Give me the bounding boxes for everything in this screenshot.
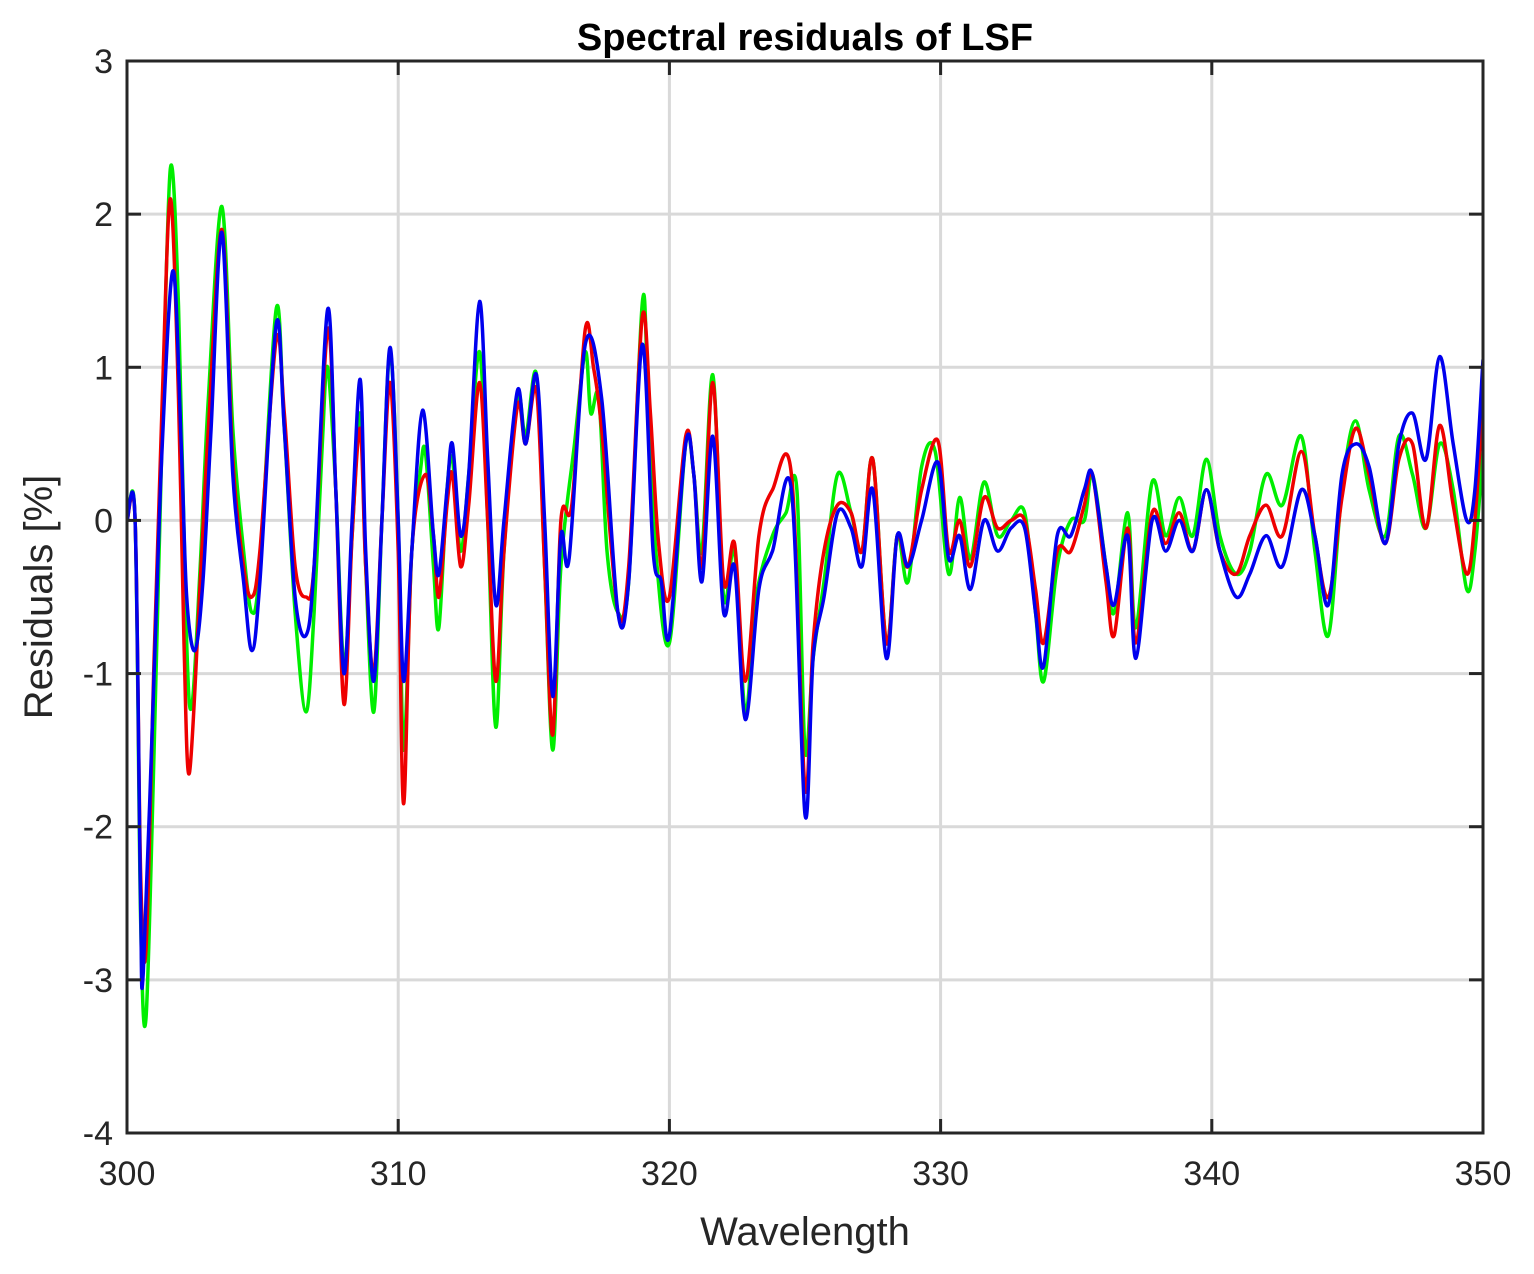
y-tick-label: 2 (94, 196, 113, 234)
plot-area (127, 61, 1483, 1133)
y-tick-label: -3 (83, 962, 113, 1000)
series-line-3 (127, 230, 1483, 991)
y-tick-label: 0 (94, 502, 113, 540)
x-tick-label: 320 (641, 1155, 698, 1193)
y-tick-label: -4 (83, 1115, 113, 1153)
y-tick-label: -1 (83, 656, 113, 694)
y-tick-label: 3 (94, 43, 113, 81)
plot-frame (125, 59, 1485, 1135)
chart-title: Spectral residuals of LSF (577, 17, 1033, 59)
x-axis-label: Wavelength (700, 1210, 910, 1254)
x-tick-label: 340 (1183, 1155, 1240, 1193)
x-tick-label: 350 (1455, 1155, 1512, 1193)
x-tick-label: 300 (99, 1155, 156, 1193)
y-tick-label: 1 (94, 349, 113, 387)
axis-ticks (125, 59, 1485, 1135)
x-tick-label: 310 (370, 1155, 427, 1193)
y-tick-label: -2 (83, 809, 113, 847)
data-series (127, 163, 1483, 1029)
y-axis-label: Residuals [%] (17, 475, 61, 720)
x-tick-label: 330 (912, 1155, 969, 1193)
x-tick-labels: 300 310 320 330 340 350 (99, 1155, 1512, 1193)
y-tick-labels: 3 2 1 0 -1 -2 -3 -4 (83, 43, 113, 1153)
